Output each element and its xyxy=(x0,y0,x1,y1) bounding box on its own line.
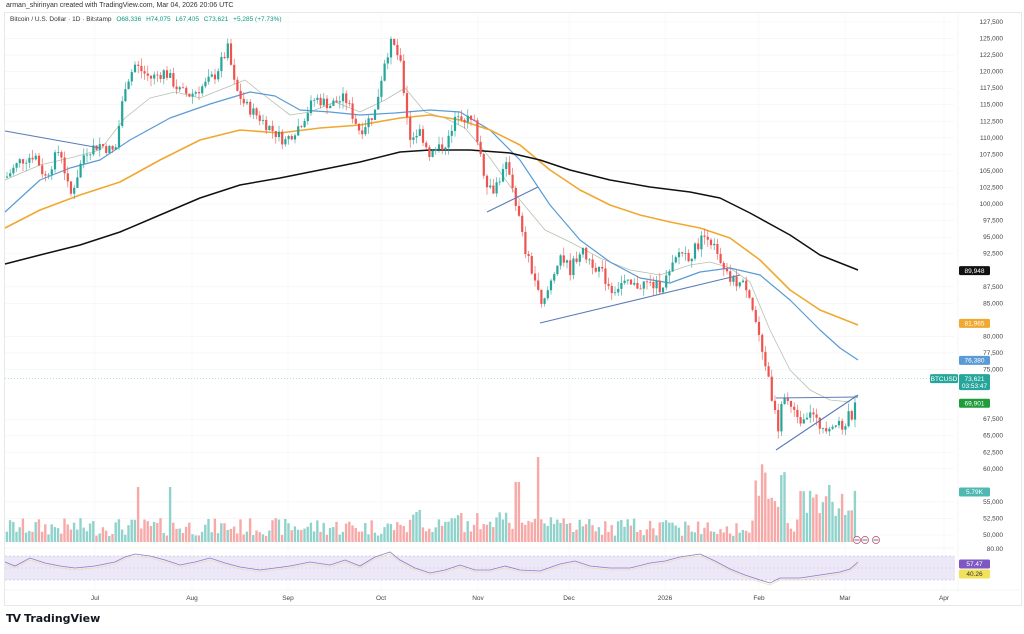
svg-text:5.79K: 5.79K xyxy=(966,489,984,496)
price-tick: 67,500 xyxy=(983,416,1003,423)
price-tick: 110,000 xyxy=(980,135,1003,142)
price-tick: 107,500 xyxy=(980,151,1004,158)
time-tick: Feb xyxy=(753,595,765,602)
svg-text:57.47: 57.47 xyxy=(966,561,983,568)
time-tick: 2026 xyxy=(658,595,673,602)
low-value: L67,405 xyxy=(175,16,199,23)
moving-averages xyxy=(4,79,859,403)
price-tick: 117,500 xyxy=(980,85,1003,92)
time-tick: Jul xyxy=(91,595,100,602)
price-tag xyxy=(959,398,990,408)
price-tick: 102,500 xyxy=(980,184,1004,191)
trendlines[interactable] xyxy=(4,130,958,451)
svg-text:80.00: 80.00 xyxy=(987,546,1004,553)
price-tick: 122,500 xyxy=(980,52,1004,59)
svg-text:03:53:47: 03:53:47 xyxy=(962,383,988,390)
time-tick: Aug xyxy=(186,595,198,602)
svg-text:69,901: 69,901 xyxy=(965,400,985,407)
close-value: C73,621 xyxy=(203,16,229,23)
rsi-panel xyxy=(4,547,955,586)
svg-text:76,380: 76,380 xyxy=(965,358,985,365)
price-tick: 97,500 xyxy=(983,218,1003,225)
price-tag xyxy=(959,355,990,365)
chart-frame xyxy=(4,12,1022,606)
ma-line-ma20 xyxy=(4,79,851,403)
price-tick: 77,500 xyxy=(983,350,1003,357)
price-tick: 92,500 xyxy=(983,251,1003,258)
high-value: H74,075 xyxy=(146,16,171,23)
price-tick: 112,500 xyxy=(980,118,1003,125)
symbol-title: Bitcoin / U.S. Dollar · 1D · Bitstamp xyxy=(10,16,112,23)
ma-line-ma200 xyxy=(4,149,859,271)
price-tag xyxy=(959,487,990,497)
price-tick: 95,000 xyxy=(983,234,1003,241)
price-tick: 120,000 xyxy=(980,69,1004,76)
price-axis[interactable]: 127,500 125,000 122,500 120,000 117,500 115,0… xyxy=(957,14,1004,592)
time-axis[interactable]: Jul Aug Sep Oct Nov Dec 2026 Feb Mar Apr xyxy=(5,589,1019,602)
svg-text:89,948: 89,948 xyxy=(965,268,985,275)
rsi-tag xyxy=(959,569,990,579)
price-tick: 85,000 xyxy=(983,300,1003,307)
volume-bars xyxy=(5,457,857,542)
time-tick: Apr xyxy=(939,595,950,602)
chart-credit: arman_shirinyan created with TradingView… xyxy=(6,2,234,9)
svg-text:40.26: 40.26 xyxy=(966,571,983,578)
price-tick: 65,000 xyxy=(983,433,1003,440)
price-tag xyxy=(959,266,990,276)
candlesticks xyxy=(5,36,857,439)
rsi-tag xyxy=(959,559,990,569)
grid-lines xyxy=(5,14,954,590)
ma-line-ma50 xyxy=(4,91,859,361)
price-tick: 60,000 xyxy=(983,466,1003,473)
price-tick: 87,500 xyxy=(983,284,1003,291)
price-tick: 75,000 xyxy=(983,367,1003,374)
change-value: +5,285 (+7.73%) xyxy=(233,16,282,23)
symbol-legend: Bitcoin / U.S. Dollar · 1D · Bitstamp O6… xyxy=(10,16,285,23)
time-tick: Sep xyxy=(282,595,294,602)
price-tick: 62,500 xyxy=(983,449,1003,456)
ohlc-values: O68,336 H74,075 L67,405 C73,621 +5,285 (… xyxy=(116,16,284,23)
price-tick: 55,000 xyxy=(983,499,1003,506)
ma-line-ma100 xyxy=(4,114,859,326)
trendline[interactable] xyxy=(486,186,539,213)
price-tag xyxy=(959,318,990,328)
time-tick: Nov xyxy=(472,595,484,602)
time-tick: Mar xyxy=(839,595,851,602)
price-tag xyxy=(959,374,990,391)
time-tick: Dec xyxy=(563,595,575,602)
price-tick: 100,000 xyxy=(980,201,1004,208)
trendline[interactable] xyxy=(775,396,859,399)
svg-text:81,965: 81,965 xyxy=(965,321,985,328)
open-value: O68,336 xyxy=(116,16,142,23)
time-tick: Oct xyxy=(376,595,386,602)
tradingview-brand[interactable]: TV TradingView xyxy=(6,612,100,625)
price-tick: 115,000 xyxy=(980,102,1003,109)
brand-name: TradingView xyxy=(24,612,101,625)
trendline[interactable] xyxy=(775,394,859,451)
tradingview-logo-icon: TV xyxy=(6,612,21,625)
price-tick: 52,500 xyxy=(983,515,1003,522)
trendline[interactable] xyxy=(4,130,101,149)
price-tick: 127,500 xyxy=(980,19,1004,26)
price-tick: 50,000 xyxy=(983,532,1003,539)
price-tick: 105,000 xyxy=(980,168,1004,175)
symbol-tag: BTCUSD xyxy=(931,376,958,383)
trendline[interactable] xyxy=(539,274,741,324)
price-tick: 80,000 xyxy=(983,333,1003,340)
svg-text:73,621: 73,621 xyxy=(965,376,985,383)
price-tick: 125,000 xyxy=(980,36,1004,43)
event-markers[interactable] xyxy=(853,536,880,544)
